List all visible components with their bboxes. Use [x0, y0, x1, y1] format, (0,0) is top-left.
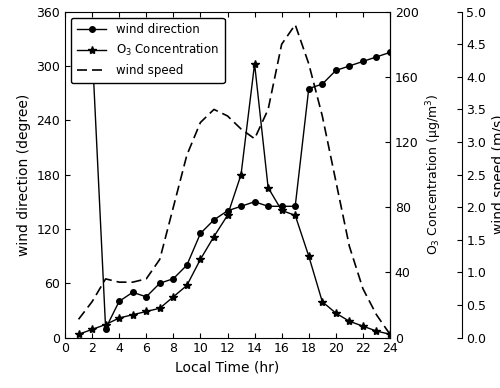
wind speed — [143, 277, 149, 281]
wind speed — [346, 244, 352, 249]
wind direction — [76, 64, 82, 68]
wind direction — [265, 204, 271, 209]
wind speed — [333, 179, 339, 184]
wind direction — [306, 86, 312, 91]
Line: O$_3$ Concentration: O$_3$ Concentration — [74, 60, 394, 338]
wind speed — [157, 257, 163, 262]
wind direction — [170, 276, 176, 281]
O$_3$ Concentration — [143, 309, 149, 314]
wind direction — [333, 68, 339, 73]
wind speed — [130, 280, 136, 284]
wind speed — [89, 300, 95, 304]
wind speed — [360, 286, 366, 291]
wind direction — [387, 50, 393, 55]
wind speed — [170, 205, 176, 210]
wind speed — [374, 312, 380, 317]
wind speed — [211, 107, 217, 112]
O$_3$ Concentration — [387, 332, 393, 337]
wind direction — [346, 64, 352, 68]
O$_3$ Concentration — [374, 329, 380, 333]
wind direction — [278, 204, 284, 209]
O$_3$ Concentration — [333, 311, 339, 315]
wind direction — [157, 281, 163, 286]
O$_3$ Concentration — [116, 316, 122, 320]
Y-axis label: wind direction (degree): wind direction (degree) — [16, 94, 30, 256]
O$_3$ Concentration — [198, 257, 203, 262]
O$_3$ Concentration — [306, 254, 312, 258]
wind direction — [320, 82, 326, 87]
X-axis label: Local Time (hr): Local Time (hr) — [176, 361, 280, 375]
wind speed — [116, 280, 122, 284]
wind direction — [211, 218, 217, 222]
wind speed — [238, 126, 244, 131]
wind speed — [102, 277, 108, 281]
Y-axis label: wind speed (m/s): wind speed (m/s) — [492, 115, 500, 234]
wind direction — [143, 294, 149, 299]
Y-axis label: O$_3$ Concentration (μg/m$^3$): O$_3$ Concentration (μg/m$^3$) — [424, 94, 444, 255]
wind speed — [265, 107, 271, 112]
O$_3$ Concentration — [278, 208, 284, 213]
O$_3$ Concentration — [224, 213, 230, 218]
O$_3$ Concentration — [211, 234, 217, 239]
wind speed — [292, 23, 298, 27]
wind direction — [374, 55, 380, 59]
O$_3$ Concentration — [238, 172, 244, 177]
wind direction — [224, 208, 230, 213]
O$_3$ Concentration — [130, 312, 136, 317]
wind speed — [320, 114, 326, 118]
wind direction — [238, 204, 244, 209]
wind direction — [89, 45, 95, 50]
wind direction — [184, 263, 190, 267]
O$_3$ Concentration — [252, 61, 258, 66]
wind direction — [102, 326, 108, 331]
wind speed — [198, 120, 203, 125]
O$_3$ Concentration — [346, 319, 352, 324]
O$_3$ Concentration — [89, 327, 95, 332]
wind direction — [198, 231, 203, 236]
O$_3$ Concentration — [170, 294, 176, 299]
wind direction — [116, 299, 122, 304]
O$_3$ Concentration — [265, 185, 271, 190]
O$_3$ Concentration — [292, 213, 298, 218]
O$_3$ Concentration — [102, 322, 108, 327]
wind speed — [252, 137, 258, 141]
wind direction — [292, 204, 298, 209]
O$_3$ Concentration — [157, 306, 163, 310]
wind direction — [360, 59, 366, 64]
wind speed — [306, 61, 312, 66]
wind direction — [252, 199, 258, 204]
wind speed — [184, 153, 190, 158]
O$_3$ Concentration — [360, 324, 366, 329]
Line: wind direction: wind direction — [76, 45, 393, 331]
wind speed — [224, 114, 230, 118]
Line: wind speed: wind speed — [78, 25, 390, 334]
O$_3$ Concentration — [184, 283, 190, 288]
Legend: wind direction, O$_3$ Concentration, wind speed: wind direction, O$_3$ Concentration, win… — [71, 17, 225, 83]
wind speed — [387, 332, 393, 337]
wind direction — [130, 290, 136, 294]
wind speed — [76, 317, 82, 322]
O$_3$ Concentration — [76, 332, 82, 337]
wind speed — [278, 42, 284, 47]
O$_3$ Concentration — [320, 300, 326, 304]
